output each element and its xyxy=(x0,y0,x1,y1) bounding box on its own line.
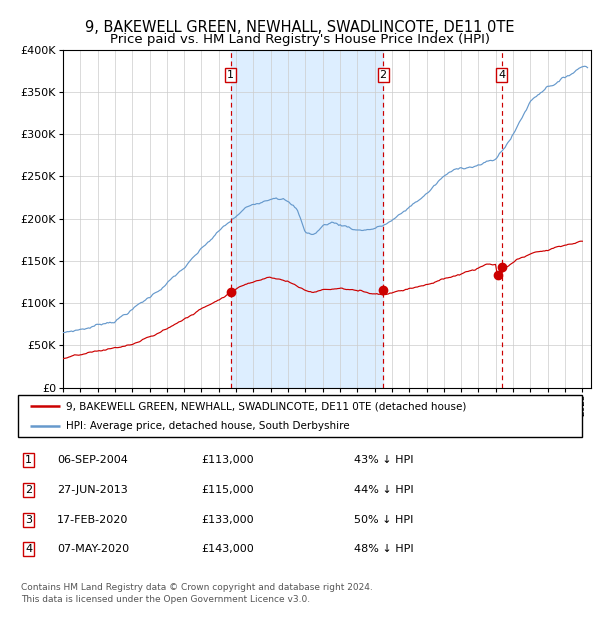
Text: 43% ↓ HPI: 43% ↓ HPI xyxy=(354,455,413,465)
Text: 48% ↓ HPI: 48% ↓ HPI xyxy=(354,544,413,554)
Text: 2: 2 xyxy=(380,70,386,80)
Bar xyxy=(230,50,383,388)
Text: 50% ↓ HPI: 50% ↓ HPI xyxy=(354,515,413,525)
Text: 1: 1 xyxy=(227,70,234,80)
Text: £113,000: £113,000 xyxy=(202,455,254,465)
Text: £143,000: £143,000 xyxy=(202,544,254,554)
Text: 06-SEP-2004: 06-SEP-2004 xyxy=(58,455,128,465)
Text: 9, BAKEWELL GREEN, NEWHALL, SWADLINCOTE, DE11 0TE: 9, BAKEWELL GREEN, NEWHALL, SWADLINCOTE,… xyxy=(85,20,515,35)
FancyBboxPatch shape xyxy=(18,395,582,437)
Text: 2: 2 xyxy=(25,485,32,495)
Text: £133,000: £133,000 xyxy=(202,515,254,525)
Text: 44% ↓ HPI: 44% ↓ HPI xyxy=(354,485,413,495)
Text: Price paid vs. HM Land Registry's House Price Index (HPI): Price paid vs. HM Land Registry's House … xyxy=(110,33,490,46)
Text: 17-FEB-2020: 17-FEB-2020 xyxy=(58,515,128,525)
Text: £115,000: £115,000 xyxy=(202,485,254,495)
Text: 4: 4 xyxy=(25,544,32,554)
Text: 1: 1 xyxy=(25,455,32,465)
Text: HPI: Average price, detached house, South Derbyshire: HPI: Average price, detached house, Sout… xyxy=(66,421,350,431)
Text: 4: 4 xyxy=(498,70,505,80)
Text: 27-JUN-2013: 27-JUN-2013 xyxy=(58,485,128,495)
Text: 9, BAKEWELL GREEN, NEWHALL, SWADLINCOTE, DE11 0TE (detached house): 9, BAKEWELL GREEN, NEWHALL, SWADLINCOTE,… xyxy=(66,401,466,411)
Text: 3: 3 xyxy=(25,515,32,525)
Text: Contains HM Land Registry data © Crown copyright and database right 2024.: Contains HM Land Registry data © Crown c… xyxy=(21,583,373,592)
Text: This data is licensed under the Open Government Licence v3.0.: This data is licensed under the Open Gov… xyxy=(21,595,310,604)
Text: 07-MAY-2020: 07-MAY-2020 xyxy=(57,544,129,554)
